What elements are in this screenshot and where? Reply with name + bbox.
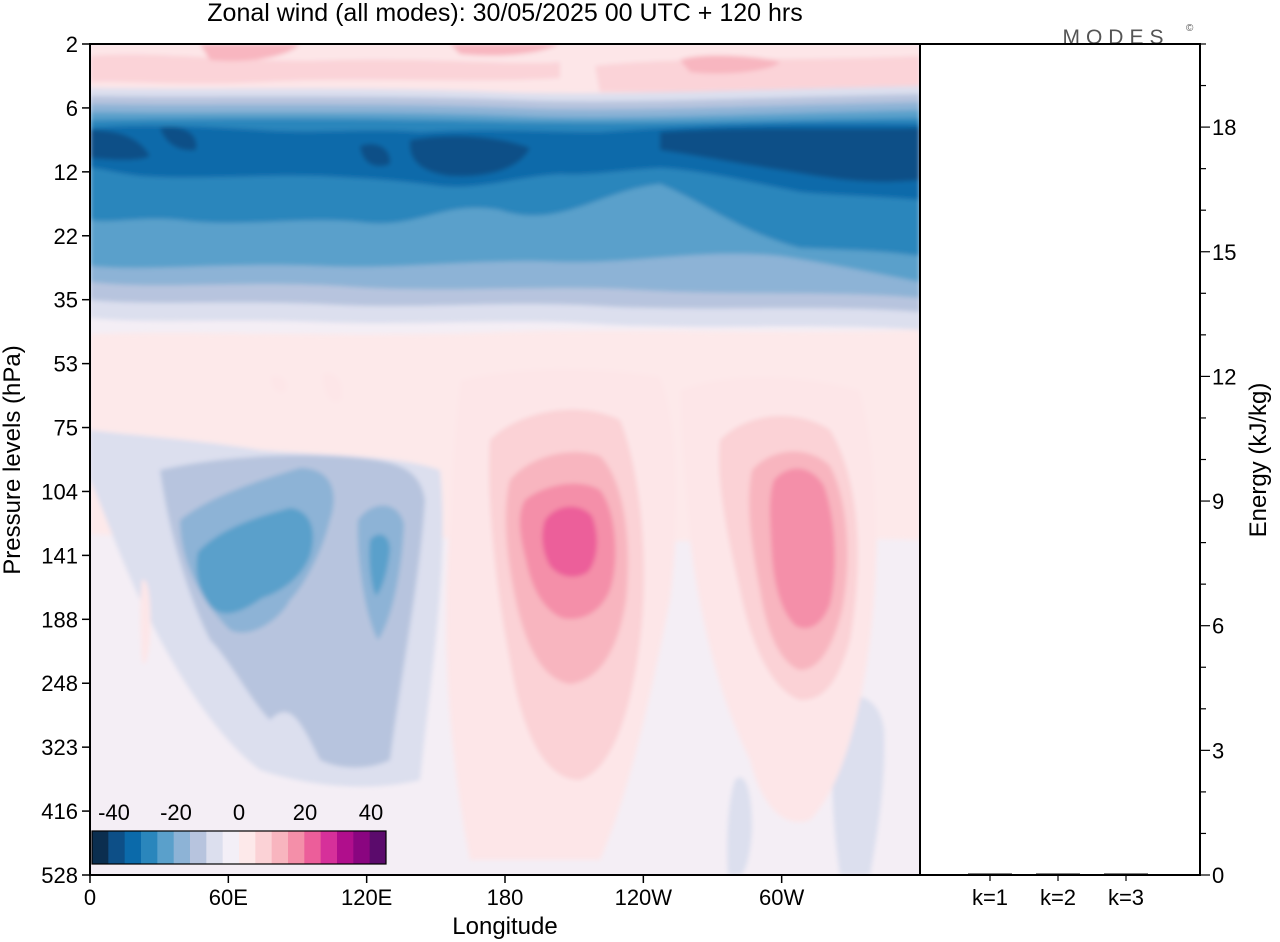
colorbar-swatch [206,831,224,864]
x-tick-label: 0 [84,885,96,910]
colorbar-swatch [320,831,338,864]
y-tick-label: 12 [54,160,78,185]
y-tick-label: 323 [41,735,78,760]
colorbar-swatch [108,831,126,864]
colorbar-swatch [288,831,305,864]
colorbar-swatch [369,831,387,864]
colorbar-swatch [141,831,158,864]
contour-streak-3 [322,372,343,403]
energy-tick-label: 9 [1212,489,1224,514]
x-tick-label: 120W [615,885,673,910]
energy-category-label: k=2 [1040,885,1076,910]
energy-axis-label: Energy (kJ/kg) [1245,383,1272,538]
y-axis: 2 6 12 22 35 53 75 104 141 188 248 323 416 528 [41,32,90,888]
colorbar-swatch [271,831,289,864]
energy-tick-label: 0 [1212,863,1224,888]
contour-trop-east-8 [727,777,752,875]
energy-bar [1036,873,1080,875]
energy-frame [919,43,1201,876]
colorbar-swatch [173,831,191,864]
y-tick-label: 104 [41,479,78,504]
contour-streak-1 [140,579,151,664]
colorbar-frame [91,830,387,865]
x-tick-label: 120E [341,885,392,910]
heatmap [90,44,920,875]
y-tick-label: 2 [66,32,78,57]
contour-trop-east-6 [369,534,390,596]
colorbar-swatch [255,831,273,864]
colorbar-swatch [239,831,256,864]
energy-category-label: k=1 [972,885,1008,910]
contour-east-9 [409,135,530,177]
colorbar-swatch [222,831,240,864]
x-tick-label: 60W [759,885,804,910]
energy-tick-label: 3 [1212,738,1224,763]
energy-tick-label: 6 [1212,614,1224,639]
energy-tick-label: 18 [1212,115,1236,140]
energy-categories: k=1 k=2 k=3 [972,875,1144,910]
contour-streak-2 [270,374,288,394]
energy-bar [968,873,1012,875]
contour-top-pink-3 [595,56,920,92]
brand-logo: MODES [1062,26,1169,49]
contour-east-7 [90,130,150,160]
colorbar-swatch [92,831,109,864]
energy-tick-label: 12 [1212,364,1236,389]
energy-tick-label: 15 [1212,240,1236,265]
y-tick-label: 416 [41,799,78,824]
colorbar-swatch [337,831,354,864]
y-tick-label: 188 [41,607,78,632]
y-tick-label: 35 [54,288,78,313]
contour-trop-west-8 [770,468,835,629]
contour-top-pink-6 [680,55,780,74]
x-axis-label: Longitude [452,913,557,940]
y-tick-label: 528 [41,863,78,888]
contour-east-10 [660,128,920,182]
colorbar-swatch [304,831,322,864]
colorbar-label-2: 0 [233,800,245,825]
colorbar-swatch [124,831,142,864]
colorbar-label-4: 40 [359,800,383,825]
colorbar-label-0: -40 [98,800,130,825]
x-axis: 0 60E 120E 180 120W 60W [84,875,805,910]
contour-top-pink-2 [90,54,560,84]
y-tick-label: 75 [54,416,78,441]
contour-trop-west-9 [542,506,597,577]
y-axis-label: Pressure levels (hPa) [0,345,26,574]
energy-category-label: k=3 [1108,885,1144,910]
energy-bar [1104,873,1148,875]
colorbar [91,830,387,865]
brand-mark: © [1186,23,1194,34]
contour-top-pink-4 [200,44,300,62]
y-tick-label: 248 [41,671,78,696]
energy-bars [968,873,1148,875]
contour-trop-east-5 [196,508,314,614]
contour-top-pink-5 [450,44,560,56]
y-tick-label: 141 [41,543,78,568]
colorbar-swatch [353,831,371,864]
x-tick-label: 180 [487,885,524,910]
y-tick-label: 22 [54,224,78,249]
colorbar-label-1: -20 [160,800,192,825]
chart-title: Zonal wind (all modes): 30/05/2025 00 UT… [207,0,802,27]
colorbar-swatch [157,831,175,864]
heatmap-contours [90,44,920,875]
y-tick-label: 53 [54,352,78,377]
colorbar-label-3: 20 [293,800,317,825]
contour-east-8 [160,126,197,151]
x-tick-label: 60E [209,885,248,910]
contour-east-11 [360,144,391,167]
colorbar-swatch [190,831,207,864]
y-tick-label: 6 [66,96,78,121]
energy-axis: 0 3 6 9 12 15 18 [1200,43,1236,888]
